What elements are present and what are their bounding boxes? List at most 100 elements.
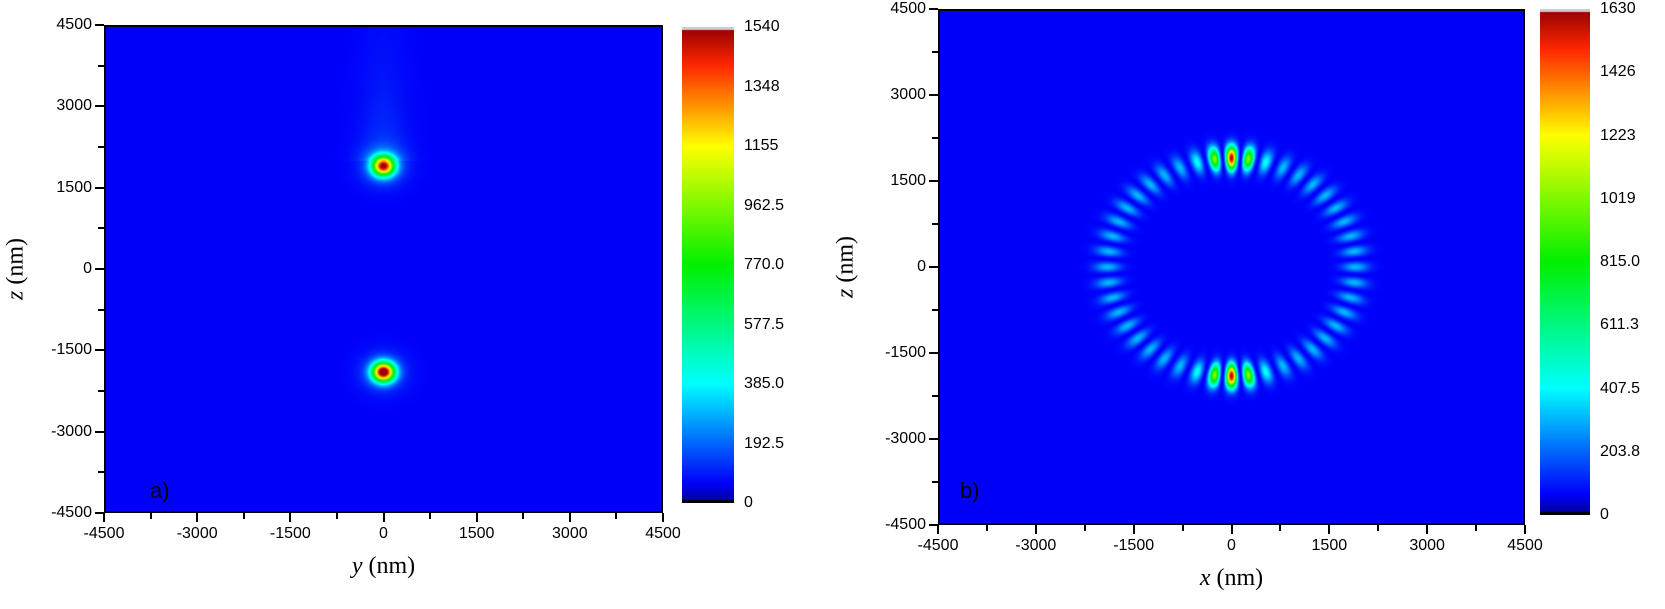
x-major-tick bbox=[1426, 525, 1429, 534]
x-major-tick bbox=[1230, 525, 1233, 534]
y-tick-label: 1500 bbox=[890, 172, 926, 189]
y-axis-variable: z bbox=[832, 288, 859, 298]
x-tick-label: 0 bbox=[1227, 537, 1236, 554]
y-tick-label: 0 bbox=[917, 258, 926, 275]
y-minor-tick bbox=[98, 146, 104, 148]
y-major-tick bbox=[95, 105, 104, 108]
y-tick-label: -4500 bbox=[51, 504, 92, 521]
y-axis-title: z (nm) bbox=[833, 236, 860, 298]
x-tick-label: -4500 bbox=[83, 525, 125, 542]
colorbar-tick-label: 407.5 bbox=[1600, 379, 1641, 397]
y-major-tick bbox=[929, 180, 938, 182]
x-major-tick bbox=[196, 513, 199, 522]
y-major-tick bbox=[929, 524, 938, 526]
x-minor-tick bbox=[242, 513, 245, 519]
y-major-tick bbox=[95, 186, 104, 189]
x-tick-label: 4500 bbox=[645, 525, 681, 542]
y-axis-title: z (nm) bbox=[3, 238, 30, 300]
x-major-tick bbox=[475, 513, 478, 522]
x-major-tick bbox=[662, 513, 664, 522]
x-tick-label: 4500 bbox=[1507, 537, 1543, 554]
y-tick-label: -1500 bbox=[51, 341, 92, 359]
heatmap bbox=[938, 9, 1525, 525]
x-axis-unit: (nm) bbox=[368, 553, 416, 579]
colorbar bbox=[1540, 9, 1590, 515]
y-major-tick bbox=[95, 349, 104, 352]
y-minor-tick bbox=[98, 64, 104, 67]
y-minor-tick bbox=[932, 481, 938, 483]
x-major-tick bbox=[1524, 525, 1526, 534]
x-tick-label: 1500 bbox=[458, 525, 495, 542]
y-minor-tick bbox=[98, 227, 104, 230]
x-tick-label: -1500 bbox=[269, 525, 311, 542]
colorbar bbox=[682, 27, 734, 503]
x-tick-label: 3000 bbox=[1409, 537, 1445, 554]
x-minor-tick bbox=[429, 513, 432, 519]
colorbar-tick-label: 611.3 bbox=[1600, 316, 1639, 334]
x-minor-tick bbox=[1083, 525, 1086, 531]
x-minor-tick bbox=[335, 513, 338, 519]
y-tick-label: -3000 bbox=[885, 430, 926, 447]
x-major-tick bbox=[103, 513, 105, 522]
x-tick-label: 1500 bbox=[1311, 537, 1348, 554]
x-minor-tick bbox=[985, 525, 988, 531]
y-major-tick bbox=[95, 430, 104, 433]
x-major-tick bbox=[937, 525, 939, 534]
x-minor-tick bbox=[522, 513, 525, 519]
y-axis-unit: (nm) bbox=[832, 236, 859, 283]
y-tick-label: 1500 bbox=[56, 178, 92, 196]
x-minor-tick bbox=[1475, 525, 1478, 531]
y-major-tick bbox=[95, 512, 104, 514]
x-minor-tick bbox=[1377, 525, 1380, 531]
x-major-tick bbox=[1328, 525, 1331, 534]
y-minor-tick bbox=[98, 471, 104, 474]
colorbar-tick-label: 1426 bbox=[1600, 63, 1636, 81]
x-tick-label: -3000 bbox=[176, 525, 218, 542]
colorbar-tick-label: 815.0 bbox=[1600, 253, 1641, 270]
y-minor-tick bbox=[932, 223, 938, 225]
x-axis-title: x (nm) bbox=[1200, 565, 1263, 592]
y-major-tick bbox=[929, 266, 938, 268]
y-tick-label: 4500 bbox=[56, 16, 92, 33]
x-major-tick bbox=[1034, 525, 1037, 534]
y-tick-label: -4500 bbox=[885, 516, 926, 533]
colorbar-tick-label: 192.5 bbox=[744, 434, 785, 452]
y-tick-label: -3000 bbox=[51, 422, 92, 440]
colorbar-tick-label: 203.8 bbox=[1600, 442, 1641, 460]
panel-label: a) bbox=[150, 478, 170, 503]
x-minor-tick bbox=[1279, 525, 1282, 531]
y-minor-tick bbox=[932, 51, 938, 53]
y-tick-label: 0 bbox=[83, 260, 92, 277]
y-axis-variable: z bbox=[2, 290, 29, 300]
x-axis-variable: x bbox=[1199, 565, 1211, 591]
x-tick-label: -1500 bbox=[1113, 537, 1155, 554]
y-minor-tick bbox=[98, 308, 104, 311]
x-tick-label: -3000 bbox=[1015, 537, 1057, 554]
y-minor-tick bbox=[932, 137, 938, 139]
colorbar-tick-label: 770.0 bbox=[744, 256, 785, 273]
colorbar-tick-label: 1540 bbox=[744, 18, 780, 35]
panel-label: b) bbox=[960, 478, 980, 503]
colorbar-tick-label: 1223 bbox=[1600, 126, 1636, 144]
x-axis-title: y (nm) bbox=[352, 553, 415, 580]
colorbar-tick-label: 962.5 bbox=[744, 196, 785, 214]
colorbar-tick-label: 0 bbox=[1600, 506, 1609, 523]
y-major-tick bbox=[929, 352, 938, 354]
x-major-tick bbox=[289, 513, 292, 522]
y-axis-unit: (nm) bbox=[2, 238, 29, 285]
x-minor-tick bbox=[615, 513, 618, 519]
y-major-tick bbox=[95, 24, 104, 26]
x-tick-label: 0 bbox=[379, 525, 388, 542]
y-major-tick bbox=[929, 438, 938, 440]
colorbar-tick-label: 385.0 bbox=[744, 375, 785, 392]
y-minor-tick bbox=[932, 395, 938, 397]
x-minor-tick bbox=[1181, 525, 1184, 531]
y-minor-tick bbox=[98, 390, 104, 392]
y-tick-label: 3000 bbox=[890, 86, 926, 103]
x-major-tick bbox=[568, 513, 571, 522]
y-tick-label: -1500 bbox=[885, 344, 926, 361]
colorbar-tick-label: 1630 bbox=[1600, 0, 1636, 17]
x-major-tick bbox=[382, 513, 385, 522]
x-major-tick bbox=[1132, 525, 1135, 534]
y-major-tick bbox=[929, 8, 938, 10]
